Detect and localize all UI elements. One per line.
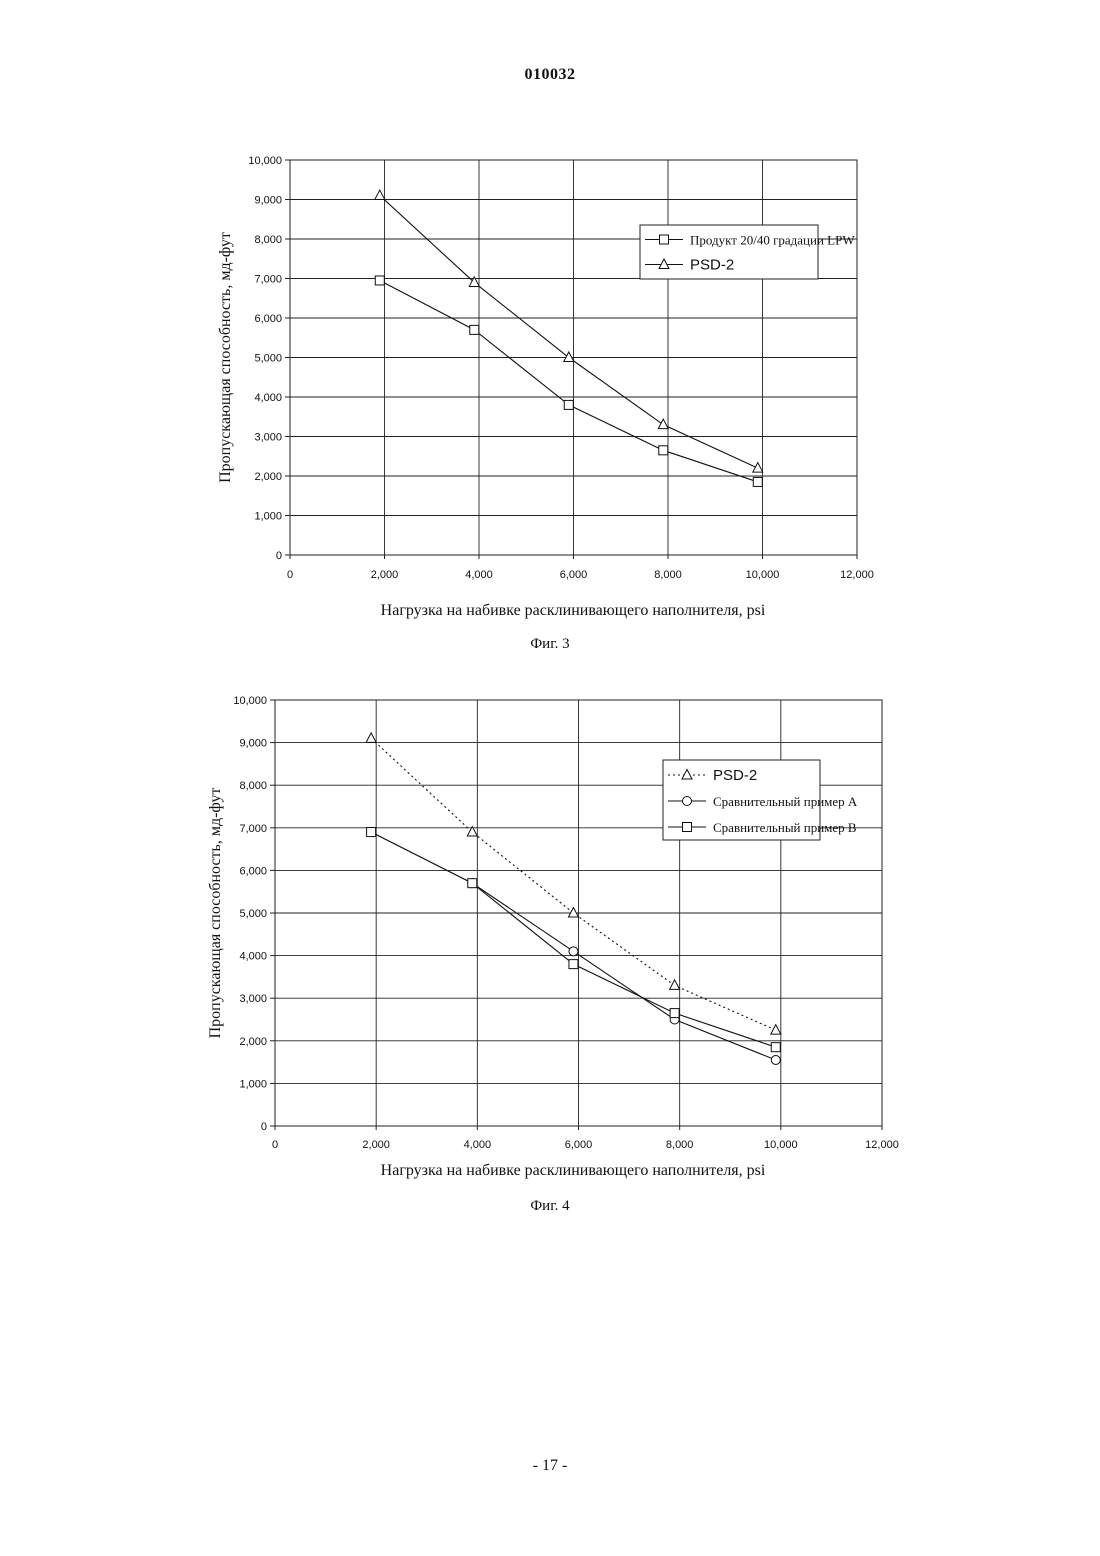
fig4-data-point [771,1055,780,1064]
fig4-data-point [568,908,578,918]
fig3-data-point [659,446,668,455]
fig4-y-tick-label: 4,000 [239,951,267,963]
fig4-y-tick-label: 7,000 [239,823,267,835]
fig3-y-tick-label: 7,000 [254,274,282,286]
fig3-caption: Фиг. 3 [530,636,569,652]
fig4-legend: PSD-2 Сравнительный пример А Сравнительный… [663,760,858,840]
fig3-x-tick-label: 10,000 [746,569,780,581]
fig4-series-line [371,832,776,1047]
fig4-series-3 [367,828,781,1052]
fig3-y-tick-label: 10,000 [248,155,282,167]
fig4-data-point [771,1043,780,1052]
fig4-legend-label: Сравнительный пример А [713,794,858,809]
fig3-data-point [753,463,763,473]
fig4-data-point [367,828,376,837]
fig4-y-tick-label: 3,000 [239,993,267,1005]
fig4-y-tick-label: 10,000 [233,695,267,707]
fig3-y-tick-label: 5,000 [254,353,282,365]
fig3-y-tick-label: 3,000 [254,432,282,444]
fig4-x-tick-label: 4,000 [464,1139,492,1151]
fig4-data-point [670,980,680,990]
fig3-legend-label: PSD-2 [690,257,734,274]
fig4-y-tick-label: 6,000 [239,865,267,877]
fig3-data-point [564,400,573,409]
fig4-legend-label: PSD-2 [713,767,757,784]
fig3-y-tick-label: 8,000 [254,234,282,246]
fig4-x-tick-label: 6,000 [565,1139,593,1151]
fig4-y-axis-title: Пропускающая способность, мд-фут [207,788,224,1039]
fig3-y-tick-label: 2,000 [254,471,282,483]
fig3-x-axis-title: Нагрузка на набивке расклинивающего напо… [381,602,766,619]
fig4-data-point [771,1025,781,1035]
fig4-y-tick-label: 8,000 [239,780,267,792]
fig4-x-tick-label: 2,000 [362,1139,390,1151]
fig4-data-point [569,960,578,969]
fig3-legend: Продукт 20/40 градации LPW PSD-2 [640,225,855,279]
fig3-data-point [753,477,762,486]
fig4-caption: Фиг. 4 [530,1198,570,1214]
fig4-legend-label: Сравнительный пример В [713,820,857,835]
document-number: 010032 [0,66,1100,84]
fig3-y-tick-label: 6,000 [254,313,282,325]
fig4-y-tick-label: 1,000 [239,1078,267,1090]
page-number: - 17 - [0,1457,1100,1475]
fig3-data-point [375,276,384,285]
fig4-x-tick-label: 8,000 [666,1139,694,1151]
fig3-y-tick-label: 4,000 [254,392,282,404]
fig4-y-tick-label: 0 [261,1121,267,1133]
fig3-y-tick-label: 0 [276,550,282,562]
fig3-legend-label: Продукт 20/40 градации LPW [690,233,855,248]
fig4-y-tick-label: 2,000 [239,1036,267,1048]
fig3-legend-marker [660,235,669,244]
fig4-y-tick-label: 5,000 [239,908,267,920]
fig3-x-tick-label: 6,000 [560,569,588,581]
fig3-x-tick-label: 8,000 [654,569,682,581]
fig4-legend-marker [683,797,692,806]
fig3-data-point [470,325,479,334]
fig3-y-axis-title: Пропускающая способность, мд-фут [217,232,234,483]
fig3-x-tick-label: 12,000 [840,569,874,581]
fig4-y-tick-label: 9,000 [239,738,267,750]
fig4-series-2 [367,828,781,1065]
figure-4-chart: 0 2,000 4,000 6,000 8,000 10,000 12,000 0 1,000 2… [0,680,1100,1220]
fig3-series-1 [375,276,762,486]
fig4-legend-marker [683,823,692,832]
fig4-x-tick-label: 12,000 [865,1139,899,1151]
fig3-y-tick-label: 9,000 [254,195,282,207]
fig3-x-tick-label: 2,000 [371,569,399,581]
fig4-x-axis-title: Нагрузка на набивке расклинивающего напо… [381,1162,766,1179]
fig4-x-tick-label: 0 [272,1139,278,1151]
fig4-data-point [670,1009,679,1018]
fig4-x-tick-label: 10,000 [764,1139,798,1151]
fig4-data-point [366,733,376,743]
fig3-x-tick-label: 0 [287,569,293,581]
fig3-data-point [564,352,574,362]
fig3-x-tick-label: 4,000 [465,569,493,581]
fig4-series-line [371,832,776,1060]
fig3-y-tick-label: 1,000 [254,511,282,523]
fig3-data-point [658,419,668,429]
figure-3-chart: 0 2,000 4,000 6,000 8,000 10,000 12,000 0 1,000 2… [0,140,1100,660]
fig4-data-point [468,879,477,888]
fig3-data-point [375,190,385,200]
fig4-data-point [569,947,578,956]
fig3-series-line [380,280,758,481]
